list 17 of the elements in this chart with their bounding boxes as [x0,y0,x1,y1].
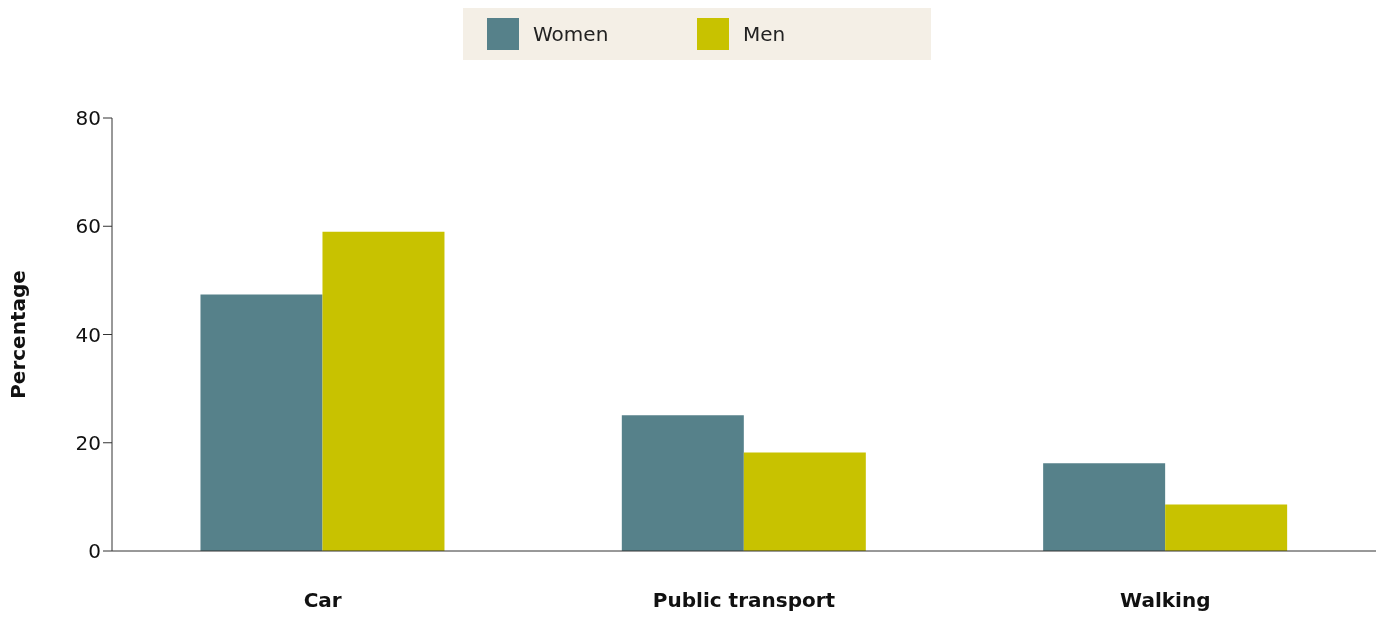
y-tick-label: 0 [88,539,101,564]
y-axis-title: Percentage [6,270,31,399]
x-tick-label: Car [303,588,342,613]
bar [743,452,866,551]
legend-label: Men [743,22,786,46]
bar [621,415,744,551]
x-tick-label: Public transport [652,588,836,613]
y-tick-label: 60 [75,214,101,239]
y-tick-label: 40 [75,322,101,347]
bar [200,294,323,551]
y-tick-label: 80 [75,106,101,131]
bar [322,231,445,551]
bar [1165,504,1288,551]
legend-label: Women [533,22,609,46]
x-tick-label: Walking [1120,588,1211,613]
y-tick-label: 20 [75,430,101,455]
bar [1043,463,1166,551]
